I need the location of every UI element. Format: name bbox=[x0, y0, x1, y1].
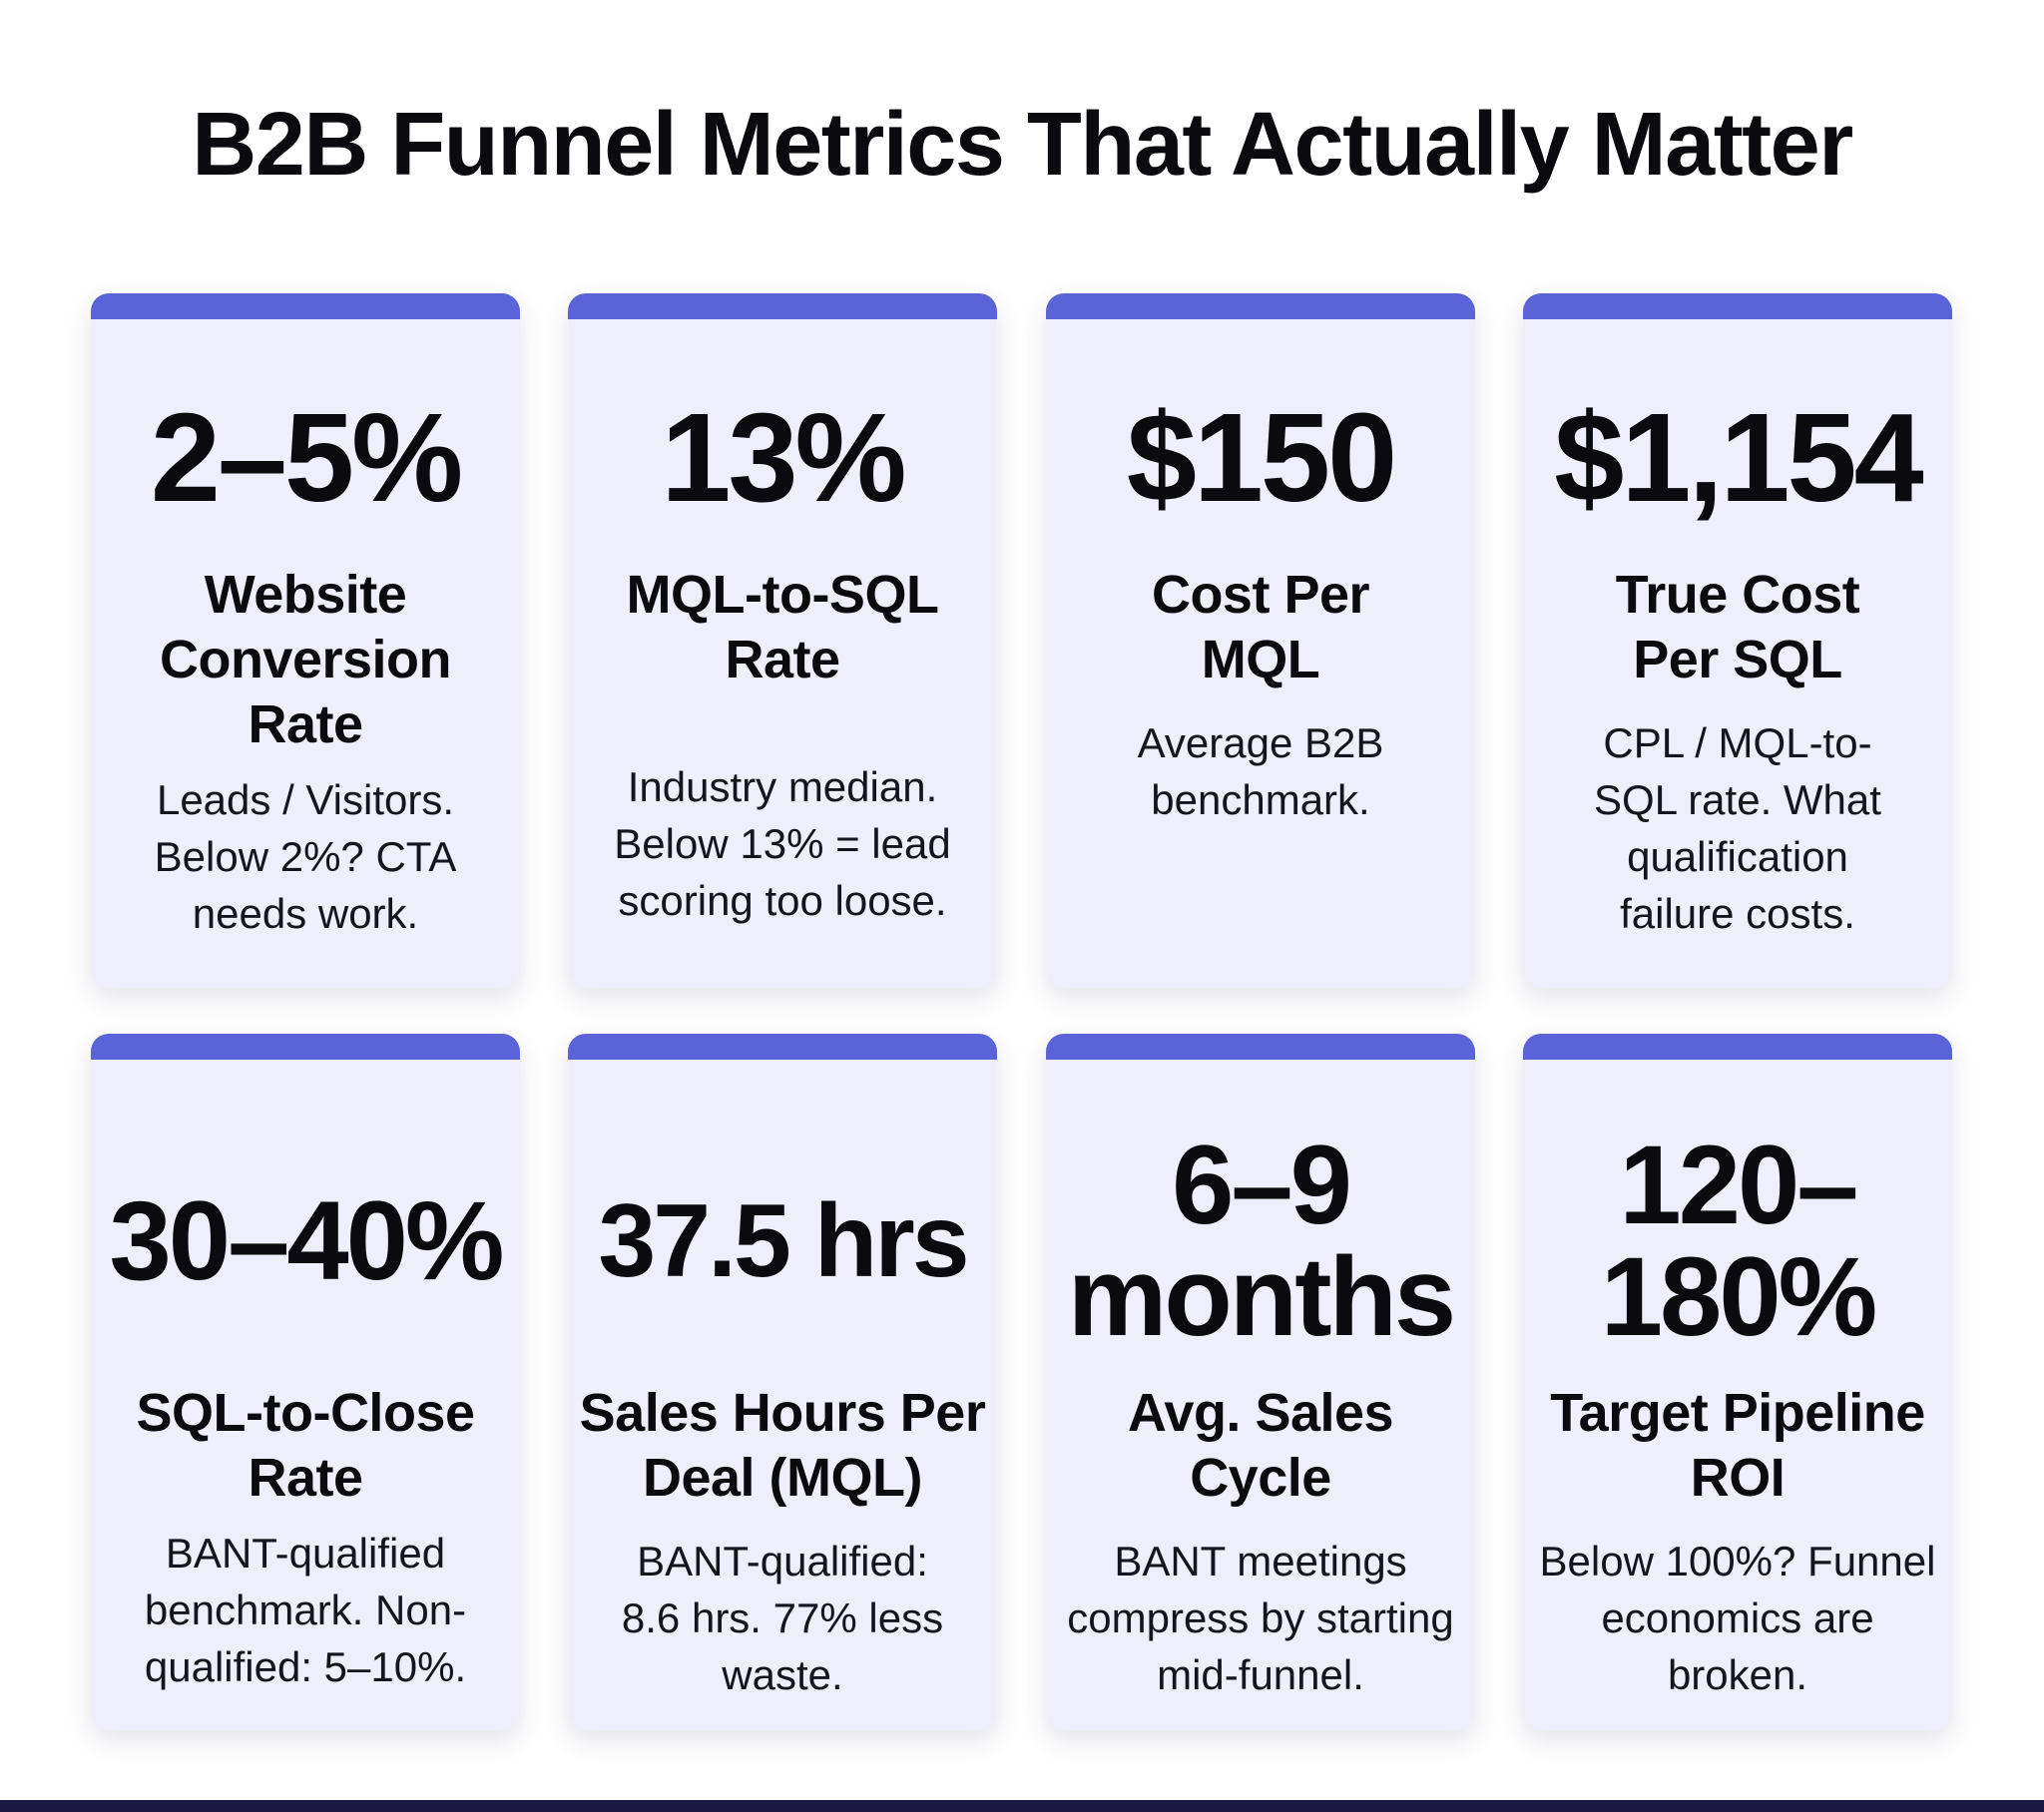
metric-card-true-cost-per-sql: $1,154 True Cost Per SQL CPL / MQL-to-SQ… bbox=[1523, 293, 1952, 988]
card-accent-bar bbox=[568, 1034, 997, 1060]
metric-card-sales-cycle: 6–9 months Avg. Sales Cycle BANT meeting… bbox=[1046, 1034, 1475, 1730]
card-accent-bar bbox=[1523, 293, 1952, 319]
card-accent-bar bbox=[1046, 1034, 1475, 1060]
metric-label: True Cost Per SQL bbox=[1615, 565, 1860, 689]
metric-description: Industry median. Below 13% = lead scorin… bbox=[614, 763, 951, 924]
page-title: B2B Funnel Metrics That Actually Matter bbox=[192, 95, 1853, 195]
metric-value: $1,154 bbox=[1554, 387, 1923, 528]
metric-description: BANT-qualified: 8.6 hrs. 77% less waste. bbox=[621, 1538, 944, 1698]
metric-card-mql-to-sql: 13% MQL-to-SQL Rate Industry median. Bel… bbox=[568, 293, 997, 988]
metric-card-sales-hours: 37.5 hrs Sales Hours Per Deal (MQL) BANT… bbox=[568, 1034, 997, 1730]
card-accent-bar bbox=[1046, 293, 1475, 319]
metric-label: Sales Hours Per Deal (MQL) bbox=[579, 1383, 986, 1508]
metric-value: 30–40% bbox=[109, 1178, 504, 1303]
metric-value: $150 bbox=[1126, 387, 1397, 528]
metric-card-pipeline-roi: 120–180% Target Pipeline ROI Below 100%?… bbox=[1523, 1034, 1952, 1730]
metric-description: Below 100%? Funnel economics are broken. bbox=[1539, 1538, 1936, 1698]
metric-label: Avg. Sales Cycle bbox=[1127, 1383, 1394, 1508]
card-accent-bar bbox=[568, 293, 997, 319]
metric-label: Cost Per MQL bbox=[1151, 565, 1370, 689]
card-accent-bar bbox=[91, 1034, 520, 1060]
metric-value: 2–5% bbox=[150, 387, 463, 528]
metric-description: Leads / Visitors. Below 2%? CTA needs wo… bbox=[154, 776, 457, 937]
metric-label: Target Pipeline ROI bbox=[1550, 1383, 1925, 1508]
metric-value: 37.5 hrs bbox=[598, 1183, 969, 1299]
footer-bar bbox=[0, 1800, 2044, 1812]
metric-description: CPL / MQL-to-SQL rate. What qualificatio… bbox=[1594, 719, 1881, 937]
metric-description: BANT-qualified benchmark. Non-qualified:… bbox=[144, 1530, 467, 1690]
metric-card-sql-to-close: 30–40% SQL-to-Close Rate BANT-qualified … bbox=[91, 1034, 520, 1730]
metric-card-cost-per-mql: $150 Cost Per MQL Average B2B benchmark. bbox=[1046, 293, 1475, 988]
metric-description: BANT meetings compress by starting mid-f… bbox=[1067, 1538, 1454, 1698]
card-accent-bar bbox=[1523, 1034, 1952, 1060]
metric-value: 6–9 months bbox=[1067, 1123, 1456, 1359]
metric-description: Average B2B benchmark. bbox=[1137, 719, 1384, 823]
metric-value: 13% bbox=[661, 387, 906, 528]
metric-label: MQL-to-SQL Rate bbox=[626, 565, 939, 689]
card-accent-bar bbox=[91, 293, 520, 319]
metric-value: 120–180% bbox=[1600, 1123, 1877, 1359]
metric-label: Website Conversion Rate bbox=[159, 565, 452, 754]
metric-card-website-conversion: 2–5% Website Conversion Rate Leads / Vis… bbox=[91, 293, 520, 988]
metric-label: SQL-to-Close Rate bbox=[136, 1383, 476, 1508]
